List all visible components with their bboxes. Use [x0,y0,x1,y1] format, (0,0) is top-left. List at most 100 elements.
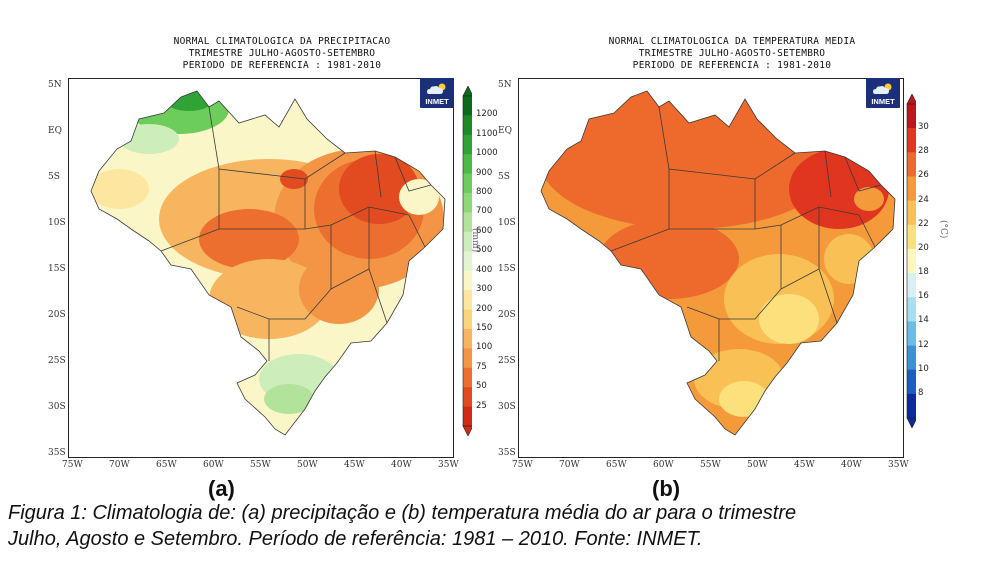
colorbar-tick-label: 14 [918,315,929,326]
colorbar-tick-label: 10 [918,363,929,374]
caption-line-1: Figura 1: Climatologia de: (a) precipita… [8,502,797,524]
colorbar-segment [463,309,472,330]
colorbar-tick-label: 1100 [476,128,498,139]
longitude-label: 35W [888,460,909,470]
temperature-map-title: NORMAL CLIMATOLOGICA DA TEMPERATURA MEDI… [502,36,962,72]
panel-label-a: (a) [208,476,235,501]
temperature-unit-label: (°C) [938,220,948,239]
colorbar-segment [907,321,916,346]
precipitation-colorbar [462,86,472,436]
latitude-label: 20S [48,310,66,320]
colorbar-segment [907,200,916,226]
colorbar-segment [463,387,472,407]
temperature-map-frame [518,78,904,458]
colorbar-segment [907,369,916,395]
longitude-label: 75W [62,460,83,470]
longitude-label: 75W [512,460,533,470]
latitude-label: 20S [498,310,516,320]
temperature-map-panel: NORMAL CLIMATOLOGICA DA TEMPERATURA MEDI… [502,0,962,501]
latitude-label: 5S [498,172,510,182]
colorbar-tick-label: 30 [918,122,929,133]
title-line-3: PERIODO DE REFERENCIA : 1981-2010 [632,60,832,71]
colorbar-segment [463,115,472,136]
precipitation-map-frame [68,78,454,458]
colorbar-tick-label: 75 [476,361,487,372]
colorbar-tick-label: 16 [918,291,929,302]
colorbar-segment [463,367,472,388]
colorbar-tick-label: 900 [476,167,493,178]
colorbar-segment [907,345,916,370]
colorbar-tick-label: 28 [918,146,929,157]
colorbar-segment [907,152,916,177]
colorbar-segment [463,231,472,252]
colorbar-segment [907,128,916,153]
colorbar-tick-label: 20 [918,242,929,253]
longitude-label: 50W [747,460,768,470]
precipitation-map-panel: NORMAL CLIMATOLOGICA DA PRECIPITACAO TRI… [52,0,512,501]
latitude-label: 5N [498,80,512,90]
colorbar-tick-label: 18 [918,267,929,278]
longitude-label: 60W [653,460,674,470]
colorbar-tick-label: 100 [476,342,493,353]
colorbar-segment [907,104,916,129]
colorbar-outline [462,95,472,427]
colorbar-bottom-arrow [906,417,916,428]
colorbar-tick-label: 50 [476,381,487,392]
colorbar-top-arrow [906,94,916,105]
logo-text: INMET [871,97,895,106]
longitude-label: 45W [794,460,815,470]
title-line-2: TRIMESTRE JULHO-AGOSTO-SETEMBRO [188,48,376,59]
precipitation-map-title: NORMAL CLIMATOLOGICA DA PRECIPITACAO TRI… [52,36,512,72]
colorbar-segment [463,96,472,116]
title-line-1: NORMAL CLIMATOLOGICA DA PRECIPITACAO [173,36,391,47]
colorbar-segment [463,173,472,194]
colorbar-segment [463,328,472,349]
colorbar-segment [907,273,916,298]
inmet-logo: INMET [866,78,900,108]
latitude-label: 35S [48,448,66,458]
latitude-label: 30S [48,402,66,412]
colorbar-tick-label: 400 [476,264,493,275]
colorbar-tick-label: 300 [476,284,493,295]
colorbar-segment [463,193,472,213]
panel-label-b: (b) [652,476,681,501]
longitude-label: 45W [344,460,365,470]
title-line-2: TRIMESTRE JULHO-AGOSTO-SETEMBRO [638,48,826,59]
longitude-label: 55W [700,460,721,470]
title-line-1: NORMAL CLIMATOLOGICA DA TEMPERATURA MEDI… [608,36,856,47]
latitude-label: 35S [498,448,516,458]
colorbar-top-arrow [462,86,472,97]
cloud-sun-icon [873,83,892,94]
temperature-colorbar [906,94,916,428]
colorbar-segment [463,251,472,272]
colorbar-segment [907,176,916,201]
colorbar-tick-label: 700 [476,206,493,217]
colorbar-segment [907,297,916,322]
longitude-label: 60W [203,460,224,470]
longitude-label: 40W [841,460,862,470]
latitude-label: 5S [48,172,60,182]
latitude-label: EQ [48,126,62,136]
colorbar-tick-label: 1200 [476,109,498,120]
colorbar-bottom-arrow [462,425,472,436]
figure-caption: Figura 1: Climatologia de: (a) precipita… [8,500,1004,552]
colorbar-tick-label: 200 [476,303,493,314]
longitude-label: 70W [109,460,130,470]
precipitation-map-graphic [90,90,446,436]
colorbar-tick-label: 1000 [476,148,498,159]
colorbar-segment [463,134,472,155]
latitude-label: 5N [48,80,62,90]
latitude-label: EQ [498,126,512,136]
colorbar-tick-label: 500 [476,245,493,256]
logo-text: INMET [425,97,449,106]
colorbar-tick-label: 12 [918,339,929,350]
latitude-label: 15S [48,264,66,274]
longitude-label: 65W [156,460,177,470]
colorbar-segment [907,393,916,419]
colorbar-tick-label: 600 [476,225,493,236]
colorbar-segment [463,348,472,369]
colorbar-segment [463,212,472,233]
colorbar-segment [463,270,472,291]
colorbar-segment [463,406,472,427]
colorbar-segment [907,224,916,250]
